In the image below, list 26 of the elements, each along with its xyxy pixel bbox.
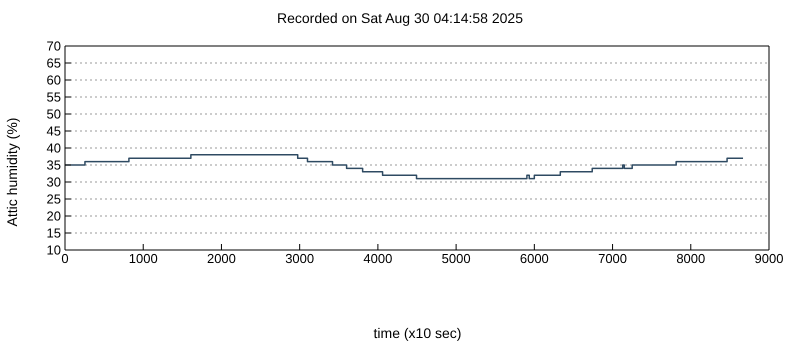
y-tick-label: 60 — [46, 72, 61, 88]
y-tick-label: 15 — [46, 226, 61, 241]
y-tick-label: 30 — [46, 174, 61, 190]
y-tick-label: 35 — [46, 158, 61, 173]
chart-title: Recorded on Sat Aug 30 04:14:58 2025 — [276, 10, 524, 26]
y-tick-label: 20 — [46, 208, 61, 224]
y-axis-title: Attic humidity (%) — [4, 118, 20, 226]
x-tick-label: 6000 — [520, 251, 549, 266]
x-tick-label: 3000 — [285, 251, 314, 266]
x-tick-label: 2000 — [206, 251, 236, 266]
x-tick-label: 7000 — [598, 251, 628, 266]
x-tick-label: 1000 — [128, 251, 158, 266]
y-tick-label: 65 — [46, 56, 61, 71]
x-tick-label: 4000 — [363, 251, 392, 266]
y-tick-label: 55 — [46, 90, 61, 105]
y-tick-label: 50 — [46, 106, 61, 122]
x-tick-label: 9000 — [754, 251, 784, 266]
y-tick-label: 10 — [46, 242, 61, 258]
x-tick-label: 5000 — [442, 251, 471, 266]
x-tick-label: 8000 — [676, 251, 706, 266]
x-tick-label: 0 — [61, 251, 69, 266]
y-tick-label: 45 — [46, 124, 61, 139]
y-tick-label: 40 — [46, 140, 61, 156]
y-tick-label: 25 — [46, 192, 61, 207]
y-tick-label: 70 — [46, 38, 61, 54]
x-axis-title: time (x10 sec) — [372, 325, 462, 341]
